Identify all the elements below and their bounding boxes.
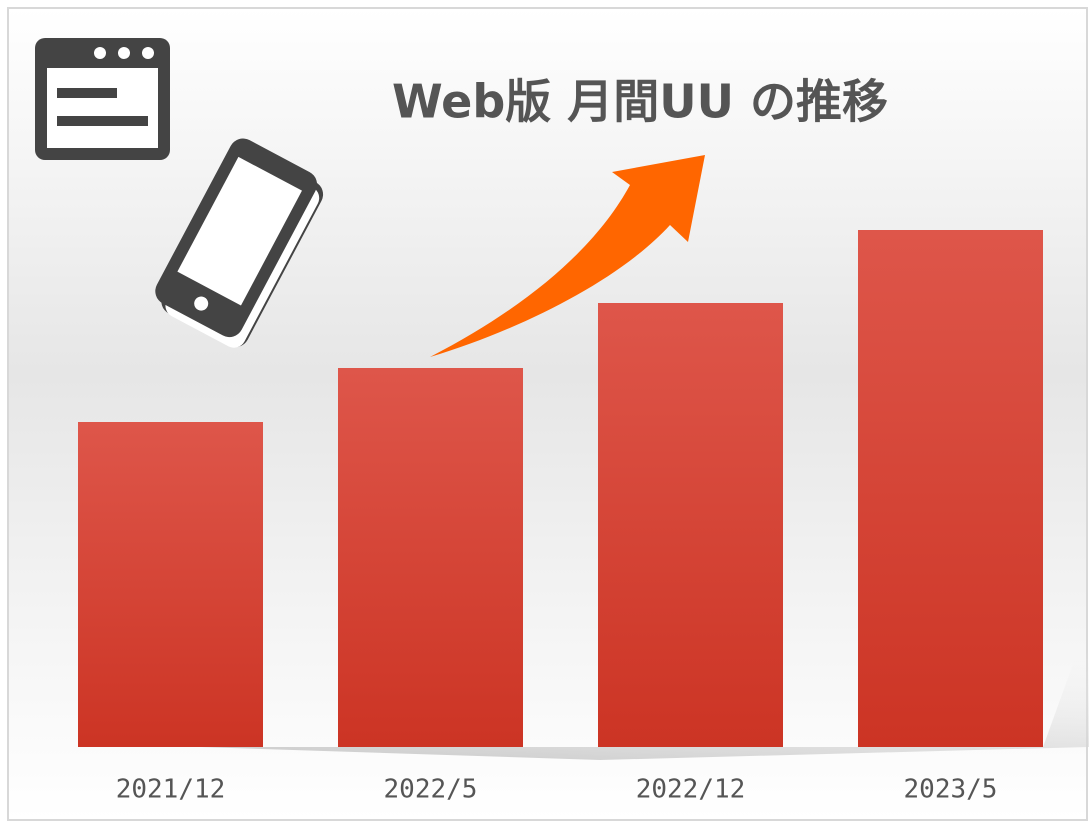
x-tick-label: 2023/5 — [904, 775, 998, 805]
x-tick-label: 2022/5 — [384, 775, 478, 805]
phone-icon — [155, 138, 324, 348]
bar — [598, 303, 783, 747]
x-tick-label: 2021/12 — [116, 775, 226, 805]
bar — [858, 230, 1043, 747]
bar — [78, 422, 263, 747]
chart-title: Web版 月間UU の推移 — [392, 75, 888, 129]
bar — [338, 368, 523, 747]
x-tick-label: 2022/12 — [636, 775, 746, 805]
trend-arrow — [430, 155, 705, 357]
browser-icon — [35, 38, 170, 160]
